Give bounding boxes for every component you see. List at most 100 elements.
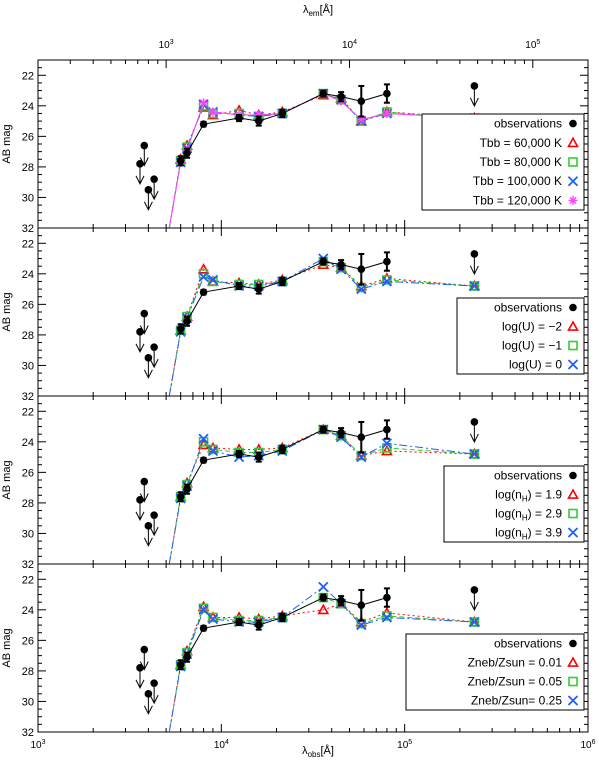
y-tick-label: 32 [22,391,34,403]
obs-point [319,425,328,434]
legend-label: log(U) = 0 [509,358,562,372]
y-axis-label: AB mag [1,124,13,163]
y-tick-label: 28 [22,162,34,174]
upper-limit-arrow [149,683,159,705]
legend-marker [568,340,578,351]
y-tick-label: 24 [22,101,34,113]
legend-marker [569,303,577,312]
upper-limit-arrow [135,163,145,185]
legend-box [443,465,585,543]
obs-point [319,89,328,98]
y-tick-label: 22 [22,574,34,586]
model-marker [356,115,366,125]
panel-3: 22 24 26 28 30 32 AB mag observations log(nH) = … [1,395,589,571]
obs-point [176,325,185,333]
model-marker [207,613,219,625]
upper-limit-arrow [135,667,145,689]
legend-label: log(nH) = 2.9 [495,507,562,523]
legend-label: observations [494,117,562,131]
legend-marker [568,157,578,167]
x-tick-label: 105 [397,739,412,751]
legend-marker [568,676,578,687]
obs-point [235,282,243,290]
series-group [168,253,481,396]
obs-point [357,265,366,274]
y-tick-label: 26 [22,467,34,479]
y-tick-label: 22 [22,70,34,82]
model-marker [197,263,210,274]
y-tick-label: 26 [22,131,34,143]
model-marker [356,283,367,295]
y-tick-label: 32 [22,223,34,235]
y-tick-label: 26 [22,635,34,647]
top-tick-label: 105 [525,39,540,51]
y-tick-label: 22 [22,406,34,418]
panel-2: 22 24 26 28 30 32 AB mag observations log(U) = −… [1,227,589,403]
obs-point [337,596,345,605]
y-tick-label: 24 [22,605,34,617]
obs-point [183,317,191,325]
obs-point [183,149,191,157]
obs-line [180,261,388,330]
model-line [168,429,475,564]
obs-point [199,120,208,128]
legend-marker [569,119,577,128]
model-marker [208,107,218,117]
upper-limit-arrow [149,515,159,537]
upper-limit-arrow [469,589,479,612]
obs-point [183,485,191,493]
obs-point [337,428,345,437]
obs-point [176,493,185,501]
model-marker [198,603,209,614]
legend-box [456,297,585,375]
model-marker [198,271,209,283]
y-tick-label: 28 [22,498,34,510]
obs-point [319,593,328,602]
y-axis-label: AB mag [1,292,13,331]
model-marker [382,275,392,285]
obs-point [278,445,287,454]
panel-4: 22 24 26 28 30 32 AB mag 103 104 105 106 observatio… [1,563,596,751]
y-tick-label: 32 [22,727,34,739]
model-marker [469,617,480,627]
obs-point [383,593,391,602]
legend-label: Tbb = 100,000 K [473,174,562,188]
legend-marker [567,176,579,187]
y-axis-label: AB mag [1,460,13,499]
model-marker [208,444,218,455]
obs-point [183,653,191,661]
y-tick-label: 22 [22,238,34,250]
obs-point [199,456,208,464]
legend-label: log(nH) = 3.9 [495,526,562,542]
obs-point [199,624,208,632]
legend-label: Tbb = 120,000 K [473,193,562,207]
obs-point [357,433,366,442]
legend-box [405,633,585,711]
model-marker [381,612,393,623]
upper-limit-arrow [135,499,145,521]
model-marker [469,616,480,628]
legend-marker [567,488,579,499]
y-tick-label: 24 [22,437,34,449]
model-marker [207,445,219,457]
obs-point [278,277,287,286]
obs-point [319,257,328,266]
x-tick-label: 103 [30,739,45,751]
model-marker [198,604,209,615]
obs-line [180,93,388,162]
obs-line [180,429,388,498]
upper-limit-arrow [143,525,153,547]
legend-label: Zneb/Zsun= 0.25 [471,694,562,708]
model-marker [254,110,264,120]
model-marker [356,619,367,631]
legend-box [421,113,585,211]
legend-label: log(nH) = 1.9 [495,488,562,504]
model-marker [382,108,392,118]
legend-label: observations [494,637,562,651]
model-marker [356,451,367,463]
obs-point [383,425,391,434]
legend-label: log(U) = −2 [502,320,562,334]
legend-label: Zneb/Zsun = 0.05 [468,675,563,689]
x-tick-label: 106 [580,739,595,751]
